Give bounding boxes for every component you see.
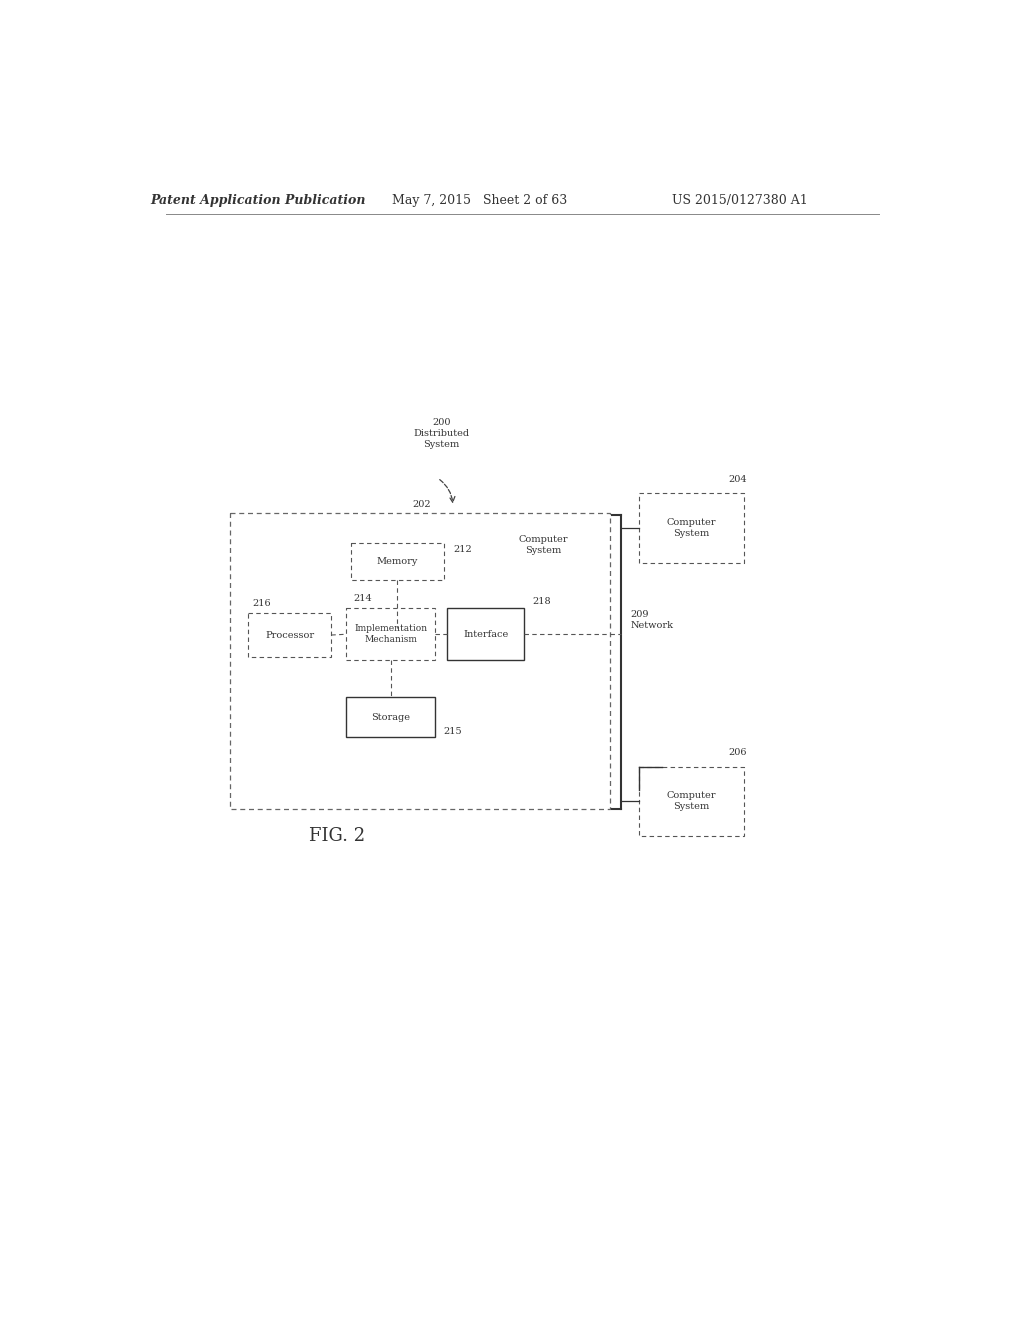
Text: Memory: Memory — [376, 557, 418, 566]
Text: 218: 218 — [532, 598, 550, 606]
Text: Implementation
Mechanism: Implementation Mechanism — [354, 624, 427, 644]
Text: May 7, 2015   Sheet 2 of 63: May 7, 2015 Sheet 2 of 63 — [392, 194, 568, 207]
Text: Computer
System: Computer System — [665, 517, 715, 539]
Text: 215: 215 — [442, 727, 462, 735]
Text: Patent Application Publication: Patent Application Publication — [150, 194, 365, 207]
Text: US 2015/0127380 A1: US 2015/0127380 A1 — [672, 194, 807, 207]
Text: Computer
System: Computer System — [665, 791, 715, 812]
Bar — [638, 767, 743, 836]
Bar — [446, 609, 524, 660]
Text: 206: 206 — [728, 748, 746, 758]
Text: 209
Network: 209 Network — [630, 610, 673, 631]
Text: 212: 212 — [452, 545, 471, 554]
Text: Processor: Processor — [265, 631, 314, 639]
Text: Interface: Interface — [463, 630, 507, 639]
Text: Storage: Storage — [371, 713, 410, 722]
Bar — [345, 697, 435, 738]
Bar — [345, 609, 435, 660]
Text: 202: 202 — [413, 500, 431, 510]
Text: 216: 216 — [252, 599, 271, 609]
Bar — [351, 544, 443, 581]
Bar — [248, 612, 331, 657]
Text: 200
Distributed
System: 200 Distributed System — [413, 418, 469, 449]
Text: 204: 204 — [728, 475, 746, 484]
Bar — [638, 494, 743, 562]
Text: 214: 214 — [354, 594, 372, 603]
Text: Computer
System: Computer System — [519, 535, 568, 554]
Bar — [229, 512, 609, 809]
Text: FIG. 2: FIG. 2 — [309, 828, 365, 845]
